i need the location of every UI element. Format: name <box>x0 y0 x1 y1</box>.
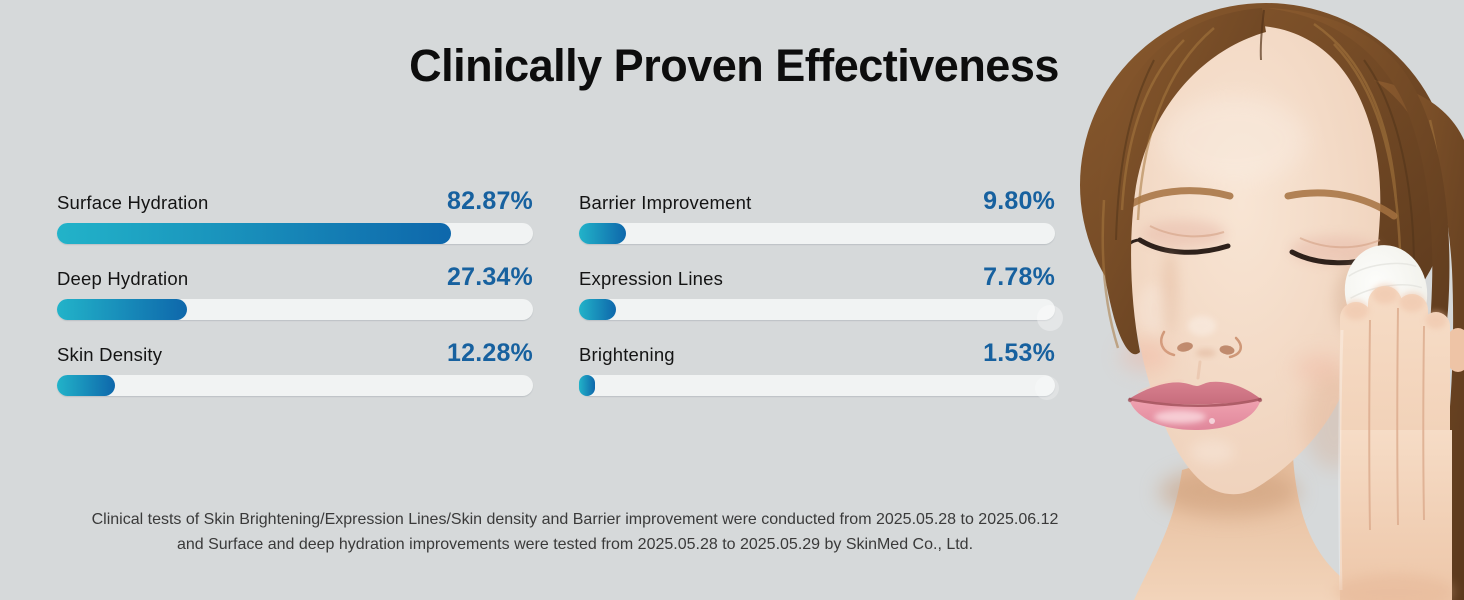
bar-track <box>57 299 533 320</box>
bar-fill <box>579 375 595 396</box>
metric-value: 12.28% <box>447 339 533 367</box>
page-title: Clinically Proven Effectiveness <box>409 40 1059 91</box>
metric-value: 82.87% <box>447 187 533 215</box>
metric-skin-density: Skin Density 12.28% <box>57 339 533 396</box>
bar-track <box>57 223 533 244</box>
metric-value: 1.53% <box>983 339 1055 367</box>
metrics-column-right: Barrier Improvement 9.80% Expression Lin… <box>579 187 1055 415</box>
footnote-line-1: Clinical tests of Skin Brightening/Expre… <box>91 511 1059 528</box>
metric-head: Brightening 1.53% <box>579 339 1055 370</box>
metric-surface-hydration: Surface Hydration 82.87% <box>57 187 533 244</box>
hand <box>1334 284 1454 600</box>
metric-head: Expression Lines 7.78% <box>579 263 1055 294</box>
lips <box>1127 379 1263 430</box>
metric-label: Surface Hydration <box>57 192 209 213</box>
bar-track <box>57 375 533 396</box>
metric-head: Deep Hydration 27.34% <box>57 263 533 294</box>
metric-head: Barrier Improvement 9.80% <box>579 187 1055 218</box>
metric-label: Expression Lines <box>579 268 724 289</box>
metric-value: 9.80% <box>983 187 1055 215</box>
bar-fill <box>57 299 188 320</box>
metric-head: Surface Hydration 82.87% <box>57 187 533 218</box>
model-photo <box>1035 3 1464 600</box>
bar-track <box>579 375 1055 396</box>
background-bokeh-dots <box>1035 305 1063 400</box>
metric-barrier-improvement: Barrier Improvement 9.80% <box>579 187 1055 244</box>
clinical-test-footnote: Clinical tests of Skin Brightening/Expre… <box>60 507 1090 557</box>
metric-deep-hydration: Deep Hydration 27.34% <box>57 263 533 320</box>
bar-fill <box>579 223 626 244</box>
metric-value: 27.34% <box>447 263 533 291</box>
bar-track <box>579 299 1055 320</box>
bar-track <box>579 223 1055 244</box>
metric-label: Brightening <box>579 344 675 365</box>
metric-label: Skin Density <box>57 344 163 365</box>
bar-fill <box>579 299 617 320</box>
hair-front <box>1099 8 1450 452</box>
metric-expression-lines: Expression Lines 7.78% <box>579 263 1055 320</box>
metrics-column-left: Surface Hydration 82.87% Deep Hydration … <box>57 187 533 415</box>
metric-value: 7.78% <box>983 263 1055 291</box>
metric-label: Deep Hydration <box>57 268 189 289</box>
footnote-line-2: and Surface and deep hydration improveme… <box>176 536 974 553</box>
metric-head: Skin Density 12.28% <box>57 339 533 370</box>
metric-brightening: Brightening 1.53% <box>579 339 1055 396</box>
metrics-grid: Surface Hydration 82.87% Deep Hydration … <box>57 187 1055 415</box>
metric-label: Barrier Improvement <box>579 192 752 213</box>
bar-fill <box>57 375 116 396</box>
bar-fill <box>57 223 452 244</box>
